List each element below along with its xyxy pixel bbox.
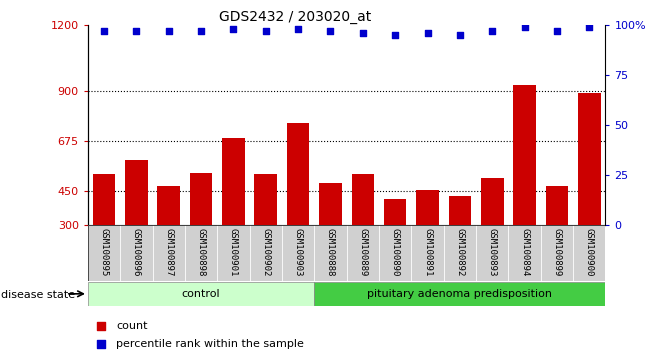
- Bar: [314, 225, 347, 281]
- Bar: [347, 225, 379, 281]
- Point: [163, 28, 174, 34]
- Bar: [314, 282, 605, 306]
- Text: GSM100897: GSM100897: [164, 228, 173, 276]
- Bar: [217, 225, 249, 281]
- Bar: [319, 183, 342, 291]
- Point: [293, 26, 303, 32]
- Bar: [416, 190, 439, 291]
- Text: GSM100892: GSM100892: [455, 228, 464, 276]
- Text: GSM100889: GSM100889: [358, 228, 367, 276]
- Text: GSM100902: GSM100902: [261, 228, 270, 276]
- Text: GSM100891: GSM100891: [423, 228, 432, 276]
- Text: GSM100899: GSM100899: [553, 228, 561, 276]
- Title: GDS2432 / 203020_at: GDS2432 / 203020_at: [219, 10, 371, 24]
- Point: [196, 28, 206, 34]
- Bar: [185, 225, 217, 281]
- Text: control: control: [182, 289, 221, 299]
- Bar: [508, 225, 541, 281]
- Point: [422, 30, 433, 36]
- Bar: [255, 174, 277, 291]
- Text: GSM100895: GSM100895: [100, 228, 109, 276]
- Text: percentile rank within the sample: percentile rank within the sample: [117, 339, 304, 349]
- Text: count: count: [117, 321, 148, 331]
- Bar: [481, 178, 503, 291]
- Point: [96, 323, 106, 329]
- Point: [132, 28, 142, 34]
- Bar: [513, 85, 536, 291]
- Bar: [88, 225, 120, 281]
- Text: GSM100888: GSM100888: [326, 228, 335, 276]
- Bar: [546, 186, 568, 291]
- Bar: [120, 225, 152, 281]
- Text: disease state: disease state: [1, 290, 75, 299]
- Bar: [541, 225, 573, 281]
- Bar: [476, 225, 508, 281]
- Bar: [449, 196, 471, 291]
- Bar: [352, 174, 374, 291]
- Bar: [287, 122, 309, 291]
- Point: [229, 26, 239, 32]
- Point: [326, 28, 336, 34]
- Bar: [190, 172, 212, 291]
- Point: [519, 24, 530, 30]
- Bar: [444, 225, 476, 281]
- Point: [584, 24, 594, 30]
- Point: [96, 341, 106, 347]
- Bar: [282, 225, 314, 281]
- Bar: [249, 225, 282, 281]
- Bar: [88, 282, 314, 306]
- Bar: [379, 225, 411, 281]
- Bar: [222, 138, 245, 291]
- Point: [551, 28, 562, 34]
- Bar: [152, 225, 185, 281]
- Bar: [125, 160, 148, 291]
- Text: GSM100898: GSM100898: [197, 228, 206, 276]
- Bar: [92, 174, 115, 291]
- Text: pituitary adenoma predisposition: pituitary adenoma predisposition: [367, 289, 552, 299]
- Bar: [384, 199, 406, 291]
- Point: [454, 32, 465, 38]
- Point: [99, 28, 109, 34]
- Point: [260, 28, 271, 34]
- Text: GSM100896: GSM100896: [132, 228, 141, 276]
- Bar: [578, 92, 601, 291]
- Text: GSM100900: GSM100900: [585, 228, 594, 276]
- Bar: [411, 225, 444, 281]
- Text: GSM100894: GSM100894: [520, 228, 529, 276]
- Bar: [158, 186, 180, 291]
- Point: [487, 28, 497, 34]
- Text: GSM100901: GSM100901: [229, 228, 238, 276]
- Text: GSM100890: GSM100890: [391, 228, 400, 276]
- Text: GSM100893: GSM100893: [488, 228, 497, 276]
- Point: [357, 30, 368, 36]
- Bar: [573, 225, 605, 281]
- Point: [390, 32, 400, 38]
- Text: GSM100903: GSM100903: [294, 228, 303, 276]
